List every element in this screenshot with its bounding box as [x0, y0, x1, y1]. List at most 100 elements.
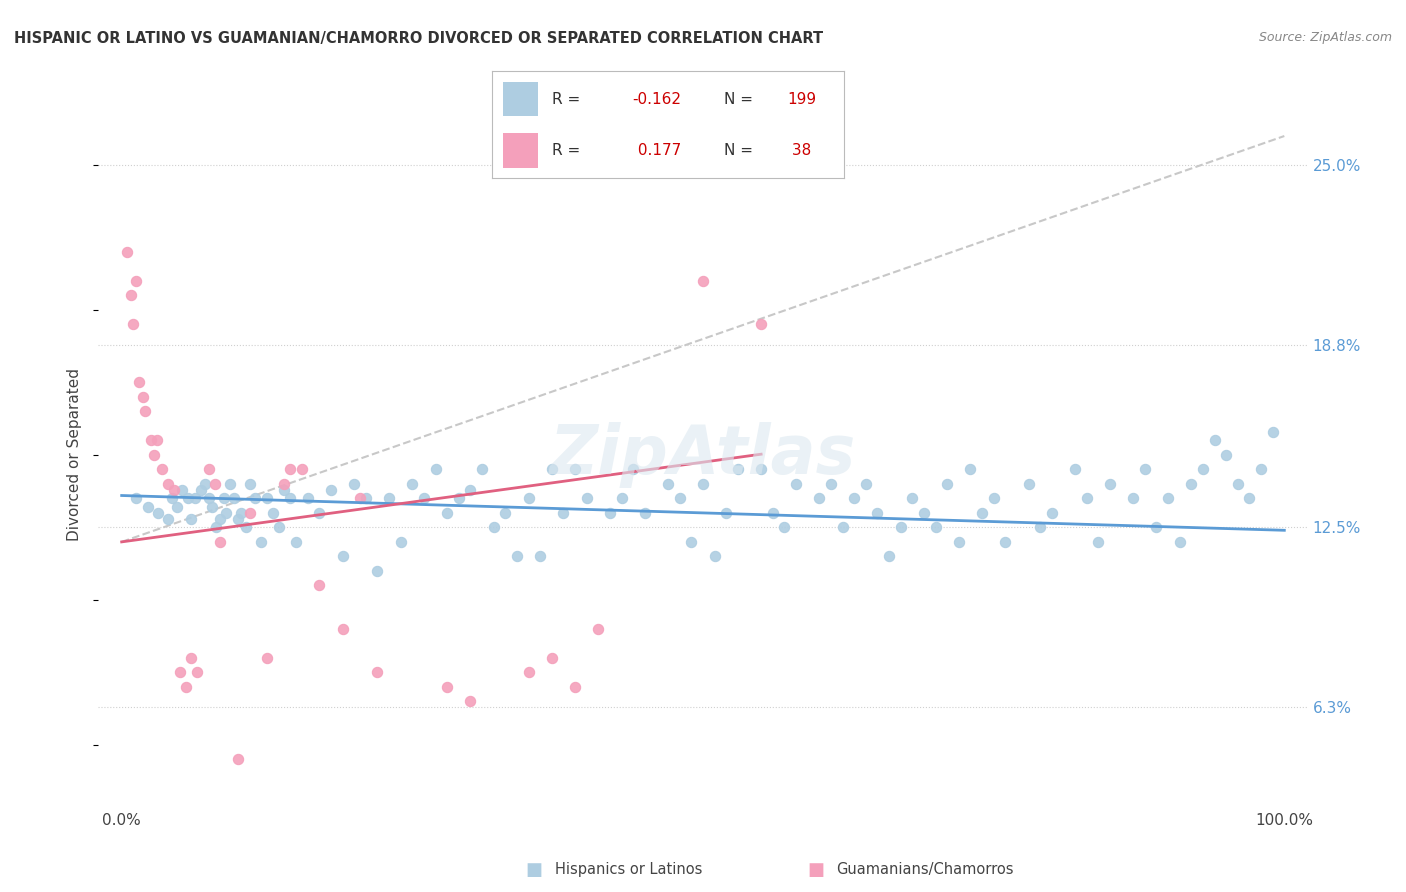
Point — [209, 535, 232, 549]
Point — [447, 491, 470, 506]
Point — [160, 491, 183, 506]
Point — [139, 434, 162, 448]
Point — [319, 483, 342, 497]
Point — [762, 506, 785, 520]
Point — [877, 549, 900, 564]
Point — [184, 491, 207, 506]
Point — [169, 665, 191, 680]
Point — [131, 390, 153, 404]
Point — [808, 491, 831, 506]
Point — [1157, 491, 1180, 506]
FancyBboxPatch shape — [503, 82, 537, 116]
Point — [901, 491, 924, 506]
Point — [970, 506, 993, 520]
Point — [773, 520, 796, 534]
Point — [177, 491, 200, 506]
Text: ■: ■ — [526, 861, 543, 879]
Point — [716, 506, 738, 520]
Point — [1087, 535, 1109, 549]
Text: 38: 38 — [787, 143, 811, 158]
Point — [564, 680, 586, 694]
Text: HISPANIC OR LATINO VS GUAMANIAN/CHAMORRO DIVORCED OR SEPARATED CORRELATION CHART: HISPANIC OR LATINO VS GUAMANIAN/CHAMORRO… — [14, 31, 823, 46]
Point — [366, 564, 388, 578]
Point — [262, 506, 284, 520]
Point — [401, 476, 423, 491]
Point — [785, 476, 807, 491]
Text: N =: N = — [724, 92, 758, 107]
Point — [157, 476, 180, 491]
Point — [349, 491, 371, 506]
Point — [1180, 476, 1202, 491]
Point — [482, 520, 505, 534]
Point — [332, 622, 354, 636]
Point — [1098, 476, 1121, 491]
Text: Hispanics or Latinos: Hispanics or Latinos — [555, 863, 703, 877]
Point — [692, 274, 714, 288]
Point — [308, 578, 330, 592]
Text: 199: 199 — [787, 92, 817, 107]
Point — [190, 483, 212, 497]
Point — [1064, 462, 1087, 476]
Point — [668, 491, 690, 506]
Point — [239, 476, 262, 491]
Point — [174, 680, 197, 694]
Point — [239, 506, 262, 520]
Point — [389, 535, 412, 549]
Point — [1133, 462, 1156, 476]
Point — [1018, 476, 1040, 491]
Point — [245, 491, 267, 506]
Point — [297, 491, 319, 506]
Point — [436, 680, 458, 694]
Point — [460, 694, 482, 708]
Point — [226, 752, 249, 766]
Point — [250, 535, 273, 549]
Point — [831, 520, 853, 534]
Point — [692, 476, 714, 491]
Point — [599, 506, 621, 520]
Point — [209, 511, 232, 525]
Point — [517, 665, 540, 680]
Point — [198, 462, 221, 476]
Point — [890, 520, 912, 534]
Point — [494, 506, 516, 520]
Point — [124, 491, 146, 506]
Point — [145, 434, 167, 448]
Point — [172, 483, 194, 497]
Point — [278, 491, 301, 506]
Text: 0.177: 0.177 — [633, 143, 681, 158]
Point — [1192, 462, 1215, 476]
Point — [143, 448, 166, 462]
Point — [681, 535, 703, 549]
Point — [1204, 434, 1226, 448]
Point — [1215, 448, 1237, 462]
Text: N =: N = — [724, 143, 758, 158]
Point — [354, 491, 377, 506]
Point — [215, 506, 238, 520]
Point — [120, 288, 142, 302]
Point — [634, 506, 657, 520]
Text: R =: R = — [551, 143, 585, 158]
Point — [291, 462, 314, 476]
Point — [343, 476, 366, 491]
Point — [267, 520, 290, 534]
Point — [564, 462, 586, 476]
Point — [621, 462, 644, 476]
Point — [924, 520, 946, 534]
Point — [226, 511, 249, 525]
Point — [218, 476, 240, 491]
Point — [308, 506, 330, 520]
Point — [460, 483, 482, 497]
Point — [150, 462, 173, 476]
Point — [959, 462, 981, 476]
Point — [749, 318, 772, 332]
Point — [128, 376, 150, 390]
Point — [844, 491, 866, 506]
Text: R =: R = — [551, 92, 585, 107]
Point — [727, 462, 749, 476]
Text: ■: ■ — [807, 861, 824, 879]
Point — [983, 491, 1005, 506]
Point — [517, 491, 540, 506]
Point — [1076, 491, 1098, 506]
Point — [1040, 506, 1063, 520]
Point — [657, 476, 679, 491]
